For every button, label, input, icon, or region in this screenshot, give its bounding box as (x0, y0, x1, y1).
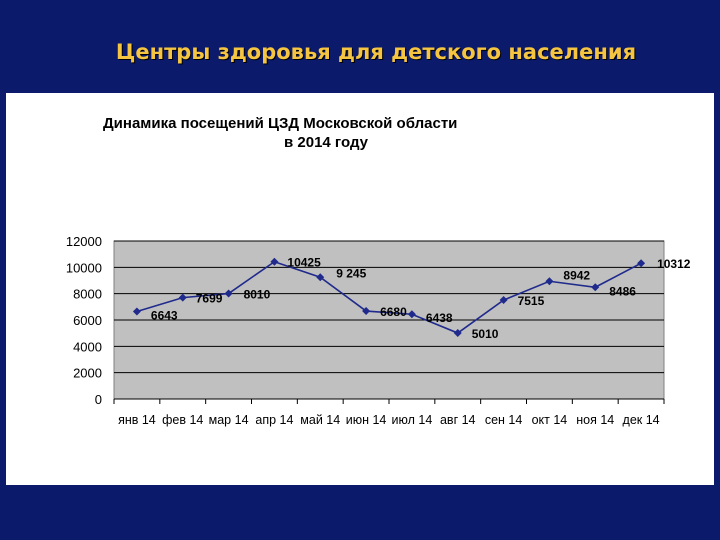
data-label: 7515 (518, 294, 545, 308)
data-label: 8486 (609, 284, 636, 298)
data-label: 6643 (151, 309, 178, 323)
data-point (453, 329, 462, 338)
data-point (637, 259, 646, 268)
x-tick-label: июл 14 (392, 413, 433, 427)
data-point (316, 273, 325, 282)
line-chart: Динамика посещений ЦЗД Московской област… (66, 115, 691, 427)
data-label: 10312 (657, 257, 691, 271)
data-label: 5010 (472, 327, 499, 341)
x-tick-label: окт 14 (532, 413, 568, 427)
data-label: 8010 (244, 288, 271, 302)
data-point (224, 289, 233, 298)
y-tick-label: 8000 (73, 287, 102, 302)
data-point (499, 296, 508, 305)
y-tick-label: 12000 (66, 234, 102, 249)
data-label: 6680 (380, 305, 407, 319)
y-tick-label: 0 (95, 392, 102, 407)
y-tick-label: 2000 (73, 366, 102, 381)
y-tick-label: 10000 (66, 260, 102, 275)
x-tick-label: авг 14 (440, 413, 476, 427)
data-label: 9 245 (336, 266, 366, 280)
chart-subtitle: в 2014 году (284, 134, 369, 151)
x-tick-label: ноя 14 (576, 413, 614, 427)
x-tick-label: апр 14 (255, 413, 293, 427)
y-tick-label: 4000 (73, 339, 102, 354)
x-tick-label: июн 14 (346, 413, 387, 427)
data-label: 10425 (287, 256, 321, 270)
data-point (270, 257, 279, 266)
x-tick-label: янв 14 (118, 413, 156, 427)
y-tick-label: 6000 (73, 313, 102, 328)
x-tick-label: мар 14 (209, 413, 249, 427)
data-point (362, 307, 371, 316)
chart-title: Динамика посещений ЦЗД Московской област… (103, 115, 457, 132)
data-label: 8942 (563, 268, 590, 282)
slide-title: Центры здоровья для детского населения (115, 40, 637, 64)
data-label: 7699 (196, 292, 223, 306)
data-point (407, 310, 416, 319)
x-tick-label: дек 14 (623, 413, 660, 427)
x-tick-label: май 14 (300, 413, 340, 427)
data-label: 6438 (426, 311, 453, 325)
data-point (545, 277, 554, 286)
data-point (132, 307, 141, 316)
x-tick-label: сен 14 (485, 413, 523, 427)
x-tick-label: фев 14 (162, 413, 203, 427)
series-line (136, 260, 642, 334)
chart-panel: Динамика посещений ЦЗД Московской област… (6, 93, 714, 485)
data-point (178, 293, 187, 302)
data-point (591, 283, 600, 292)
